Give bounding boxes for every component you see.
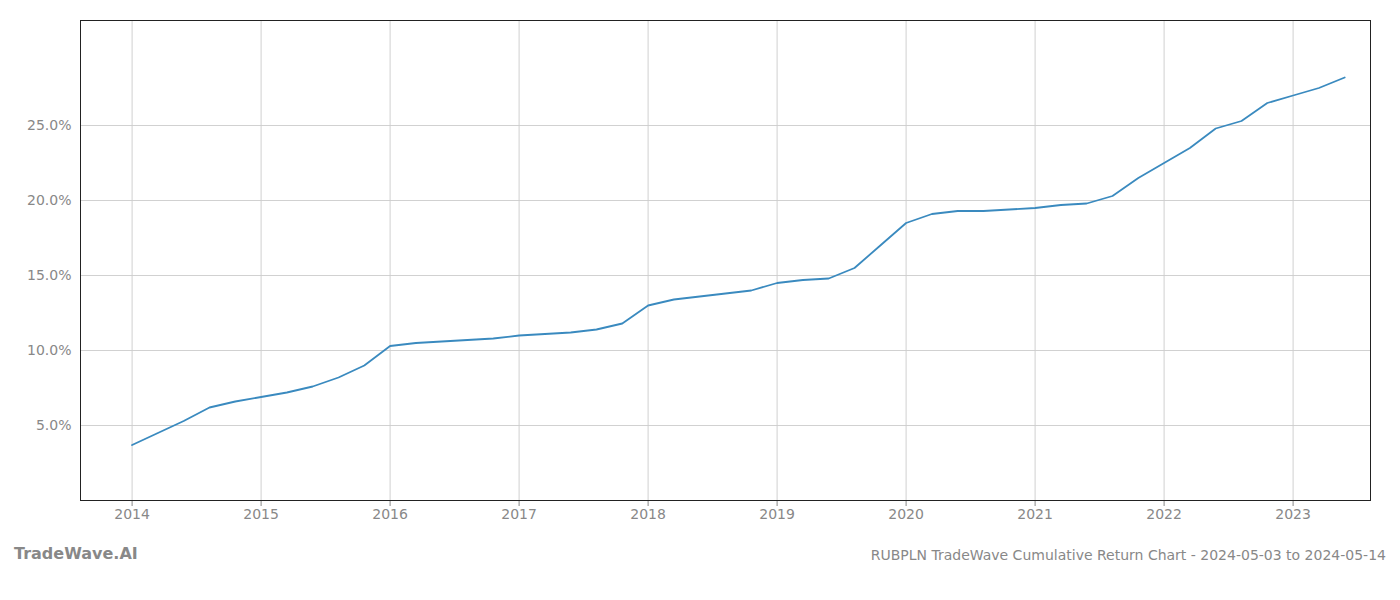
svg-text:2018: 2018 [630, 506, 666, 522]
svg-text:2017: 2017 [501, 506, 537, 522]
svg-text:20.0%: 20.0% [27, 192, 71, 208]
svg-text:2021: 2021 [1017, 506, 1053, 522]
svg-text:2023: 2023 [1275, 506, 1311, 522]
svg-text:2019: 2019 [759, 506, 795, 522]
svg-text:15.0%: 15.0% [27, 267, 71, 283]
html-text:TradeWave.AI: TradeWave.AI [14, 544, 138, 563]
svg-text:2014: 2014 [114, 506, 150, 522]
svg-text:25.0%: 25.0% [27, 117, 71, 133]
svg-text:2015: 2015 [243, 506, 279, 522]
svg-text:2022: 2022 [1146, 506, 1182, 522]
svg-text:2020: 2020 [888, 506, 924, 522]
svg-text:5.0%: 5.0% [36, 417, 72, 433]
svg-text:10.0%: 10.0% [27, 342, 71, 358]
svg-text:2016: 2016 [372, 506, 408, 522]
html-text:RUBPLN TradeWave Cumulative Re: RUBPLN TradeWave Cumulative Return Chart… [870, 547, 1386, 563]
